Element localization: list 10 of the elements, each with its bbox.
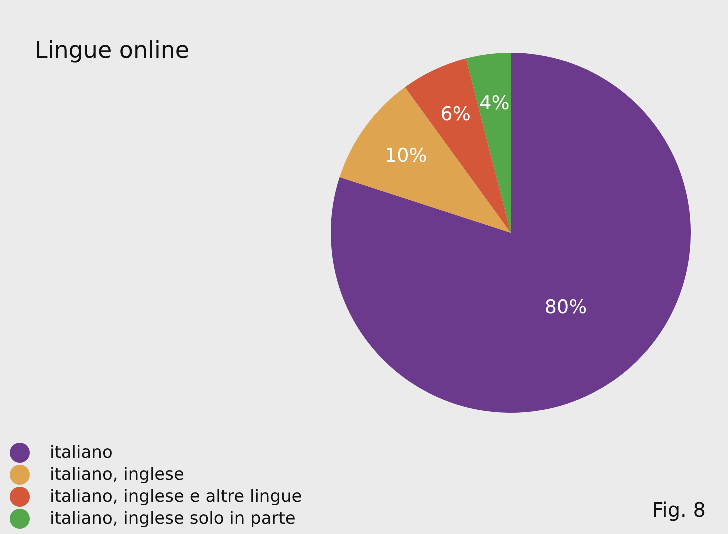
legend-label: italiano, inglese e altre lingue — [50, 487, 302, 507]
data-label: 6% — [440, 104, 471, 126]
data-label: 80% — [544, 296, 588, 319]
chart-title: Lingue online — [35, 38, 190, 64]
legend-label: italiano — [50, 443, 113, 463]
legend-label: italiano, inglese solo in parte — [50, 509, 296, 529]
caption: Fig. 8 — [652, 498, 706, 522]
legend-label: italiano, inglese — [50, 465, 184, 485]
data-label: 10% — [385, 144, 428, 167]
data-label: 4% — [480, 92, 510, 114]
